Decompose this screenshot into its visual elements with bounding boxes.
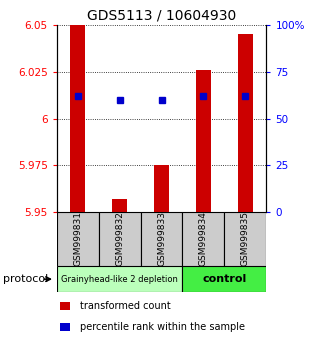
Title: GDS5113 / 10604930: GDS5113 / 10604930 [87, 8, 236, 22]
Bar [112, 199, 127, 212]
Text: control: control [202, 274, 246, 284]
Bar [99, 212, 141, 266]
Text: GSM999835: GSM999835 [241, 211, 250, 267]
Text: GSM999831: GSM999831 [73, 211, 82, 267]
Text: percentile rank within the sample: percentile rank within the sample [80, 322, 245, 332]
Bar [182, 266, 266, 292]
Bar [57, 212, 99, 266]
Bar [224, 212, 266, 266]
Bar [182, 212, 224, 266]
Bar [154, 166, 169, 212]
Bar [196, 70, 211, 212]
Text: GSM999832: GSM999832 [115, 211, 124, 267]
Text: GSM999834: GSM999834 [199, 211, 208, 267]
Text: protocol: protocol [3, 274, 49, 284]
Bar [70, 25, 85, 212]
Text: transformed count: transformed count [80, 301, 171, 311]
Bar [57, 266, 182, 292]
Bar [141, 212, 182, 266]
Text: Grainyhead-like 2 depletion: Grainyhead-like 2 depletion [61, 275, 178, 284]
Bar [238, 34, 253, 212]
Text: GSM999833: GSM999833 [157, 211, 166, 267]
